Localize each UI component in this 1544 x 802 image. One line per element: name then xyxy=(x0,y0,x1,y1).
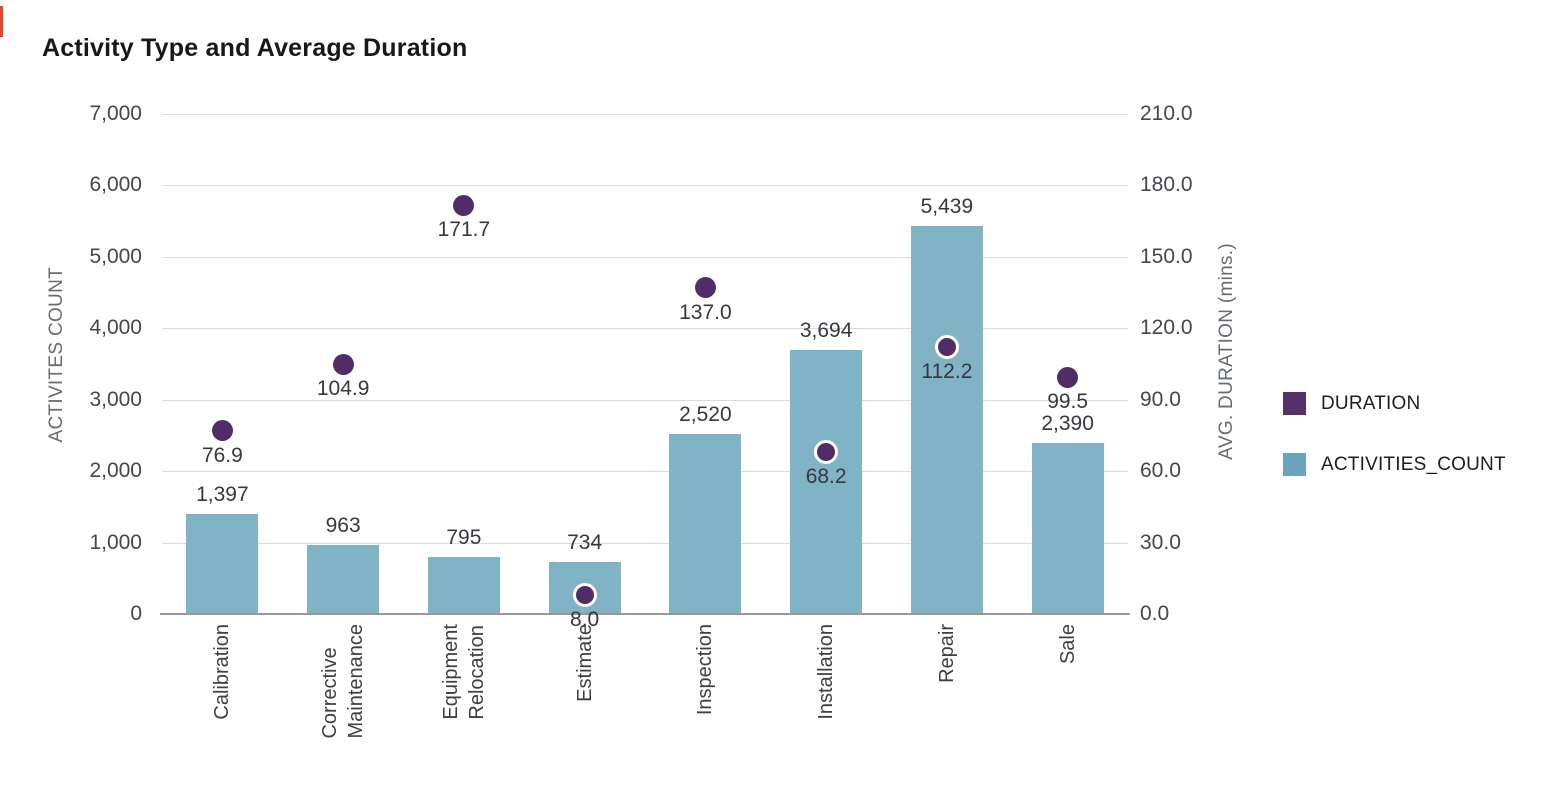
bar-value-label: 1,397 xyxy=(196,483,249,507)
left-axis-tick-label: 2,000 xyxy=(89,459,142,483)
duration-dot-sale[interactable] xyxy=(1057,366,1079,388)
bar-value-label: 734 xyxy=(567,530,603,554)
duration-dot-calibration[interactable] xyxy=(211,420,233,442)
bar-value-label: 2,520 xyxy=(679,403,732,426)
dot-value-label: 8.0 xyxy=(570,607,600,631)
x-category-label: Corrective Maintenance xyxy=(319,624,368,739)
bar-inspection[interactable] xyxy=(669,434,742,614)
dot-value-label: 104.9 xyxy=(316,377,370,401)
chart-title: Activity Type and Average Duration xyxy=(42,34,468,62)
x-category-label: Repair xyxy=(935,624,958,683)
x-category-label: Inspection xyxy=(694,624,717,716)
legend-label: DURATION xyxy=(1321,392,1421,414)
left-axis-tick-label: 5,000 xyxy=(89,244,142,268)
left-axis-tick-label: 1,000 xyxy=(89,530,142,554)
dot-value-label: 99.5 xyxy=(1047,390,1089,414)
x-category-cell: Inspection xyxy=(645,624,766,799)
x-category-cell: Estimate xyxy=(524,624,645,799)
left-axis-tick-label: 0 xyxy=(130,602,142,625)
duration-dot-inspection[interactable] xyxy=(694,277,716,299)
dot-value-label: 137.0 xyxy=(679,300,732,324)
right-axis-tick-label: 150.0 xyxy=(1140,244,1193,268)
legend-swatch-icon xyxy=(1283,453,1306,476)
right-axis-tick-label: 60.0 xyxy=(1140,459,1181,483)
gridline xyxy=(162,542,1128,544)
x-axis-labels: Calibration Corrective Maintenance Equipme… xyxy=(162,624,1128,799)
duration-dot-repair[interactable] xyxy=(934,334,959,359)
gridline xyxy=(162,256,1128,258)
x-category-label: Equipment Relocation xyxy=(439,624,488,720)
dot-value-label: 112.2 xyxy=(921,359,973,383)
right-axis-tick-label: 180.0 xyxy=(1140,173,1193,197)
duration-dot-estimate[interactable] xyxy=(572,582,597,607)
x-category-cell: Calibration xyxy=(162,624,283,799)
right-axis-tick-label: 30.0 xyxy=(1140,530,1181,554)
bar-installation[interactable] xyxy=(790,350,863,614)
right-axis-tick-label: 90.0 xyxy=(1140,387,1181,411)
bar-value-label: 2,390 xyxy=(1041,412,1094,436)
right-axis-tick-label: 0.0 xyxy=(1140,602,1170,625)
gridline xyxy=(162,185,1128,187)
legend-swatch-icon xyxy=(1283,392,1306,415)
duration-dot-installation[interactable] xyxy=(814,439,839,464)
bar-value-label: 5,439 xyxy=(920,194,974,218)
x-category-cell: Equipment Relocation xyxy=(404,624,525,799)
legend-label: ACTIVITIES_COUNT xyxy=(1321,453,1506,475)
duration-dot-corrective[interactable] xyxy=(332,353,354,375)
dot-value-label: 76.9 xyxy=(201,443,243,467)
duration-dot-equipment[interactable] xyxy=(453,194,475,216)
bar-calibration[interactable] xyxy=(186,514,259,614)
gridline xyxy=(162,399,1128,401)
bar-value-label: 795 xyxy=(446,526,482,550)
bar-corrective[interactable] xyxy=(307,545,380,614)
x-category-cell: Sale xyxy=(1007,624,1128,799)
bar-repair[interactable] xyxy=(910,225,983,614)
corner-mark xyxy=(0,6,3,37)
bar-equipment[interactable] xyxy=(427,557,500,614)
dot-value-label: 171.7 xyxy=(437,218,491,242)
dot-value-label: 68.2 xyxy=(805,464,847,488)
x-category-label: Installation xyxy=(815,624,838,720)
x-category-cell: Corrective Maintenance xyxy=(283,624,404,799)
left-axis-tick-label: 6,000 xyxy=(89,173,142,197)
left-axis-tick-label: 3,000 xyxy=(89,387,142,411)
x-axis-line xyxy=(160,613,1130,615)
right-axis-tick-label: 210.0 xyxy=(1140,102,1193,125)
bar-sale[interactable] xyxy=(1031,443,1104,614)
x-category-label: Estimate xyxy=(573,624,596,702)
gridline xyxy=(162,328,1128,330)
gridline xyxy=(162,114,1128,115)
legend: DURATION ACTIVITIES_COUNT xyxy=(1283,392,1506,476)
right-axis-tick-label: 120.0 xyxy=(1140,316,1193,340)
legend-item-duration[interactable]: DURATION xyxy=(1283,392,1506,415)
bar-value-label: 3,694 xyxy=(799,319,853,343)
bar-value-label: 963 xyxy=(325,514,361,538)
x-category-cell: Installation xyxy=(766,624,887,799)
x-category-label: Sale xyxy=(1056,624,1079,665)
legend-item-activities_count[interactable]: ACTIVITIES_COUNT xyxy=(1283,453,1506,476)
x-category-label: Calibration xyxy=(211,624,234,720)
left-axis-tick-label: 7,000 xyxy=(89,102,142,125)
left-axis-tick-label: 4,000 xyxy=(89,316,142,340)
gridline xyxy=(162,471,1128,473)
x-category-cell: Repair xyxy=(887,624,1008,799)
